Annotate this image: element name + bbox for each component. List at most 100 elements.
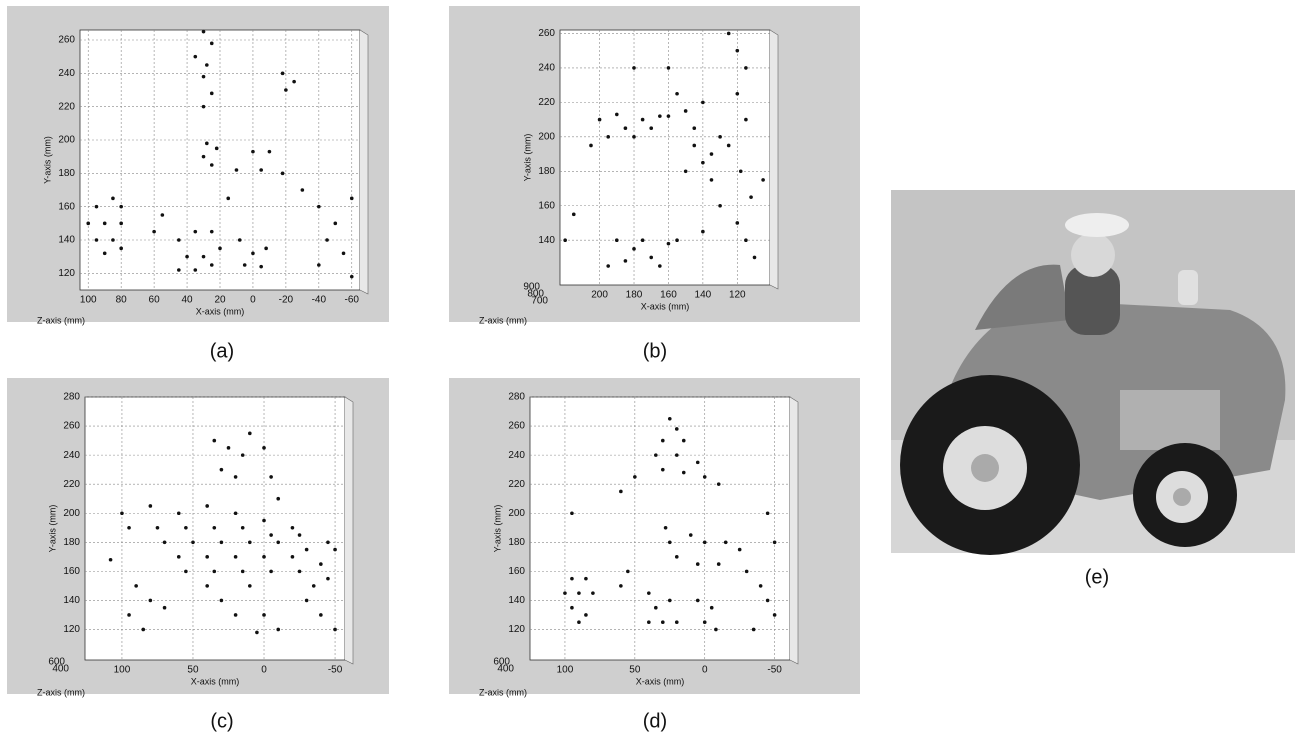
z-tick-label: 700 bbox=[531, 296, 548, 307]
point bbox=[276, 497, 280, 501]
x-tick-label: 0 bbox=[250, 295, 256, 306]
x-tick-label: 200 bbox=[591, 290, 608, 301]
point bbox=[291, 526, 295, 530]
grille bbox=[1120, 390, 1220, 450]
y-tick-label: 160 bbox=[63, 566, 80, 577]
point bbox=[95, 238, 99, 242]
y-tick-label: 160 bbox=[58, 201, 75, 212]
point bbox=[95, 205, 99, 209]
point bbox=[661, 468, 665, 472]
point bbox=[149, 599, 153, 603]
y-tick-label: 260 bbox=[508, 421, 525, 432]
point bbox=[668, 599, 672, 603]
point bbox=[658, 114, 662, 118]
point bbox=[682, 471, 686, 475]
point bbox=[205, 584, 209, 588]
point bbox=[675, 427, 679, 431]
point bbox=[291, 555, 295, 559]
point bbox=[312, 584, 316, 588]
point bbox=[212, 439, 216, 443]
point bbox=[301, 188, 305, 192]
point bbox=[589, 144, 593, 148]
point bbox=[259, 265, 263, 269]
point bbox=[749, 195, 753, 199]
panel: 100500-501201401601802002202402602806004… bbox=[7, 378, 389, 697]
point bbox=[689, 533, 693, 537]
y-tick-label: 240 bbox=[58, 68, 75, 79]
y-tick-label: 120 bbox=[508, 624, 525, 635]
x-tick-label: -40 bbox=[312, 295, 327, 306]
caption: (d) bbox=[643, 710, 667, 732]
depth-edge bbox=[770, 30, 778, 289]
point bbox=[591, 591, 595, 595]
z-axis-label: Z-axis (mm) bbox=[479, 687, 527, 697]
point bbox=[675, 555, 679, 559]
point bbox=[262, 446, 266, 450]
y-axis-label: Y-axis (mm) bbox=[47, 505, 57, 553]
point bbox=[570, 577, 574, 581]
y-tick-label: 280 bbox=[63, 392, 80, 403]
point bbox=[752, 628, 756, 632]
caption: (a) bbox=[210, 340, 234, 362]
depth-edge bbox=[345, 397, 353, 664]
point bbox=[269, 533, 273, 537]
point bbox=[184, 526, 188, 530]
point bbox=[241, 453, 245, 457]
depth-edge bbox=[790, 397, 798, 664]
point bbox=[654, 606, 658, 610]
y-tick-label: 120 bbox=[58, 268, 75, 279]
x-tick-label: 100 bbox=[114, 665, 131, 676]
point bbox=[703, 541, 707, 545]
y-tick-label: 260 bbox=[63, 421, 80, 432]
point bbox=[647, 591, 651, 595]
point bbox=[570, 606, 574, 610]
point bbox=[675, 238, 679, 242]
point bbox=[319, 562, 323, 566]
point bbox=[739, 169, 743, 173]
point bbox=[292, 80, 296, 84]
point bbox=[202, 155, 206, 159]
y-tick-label: 200 bbox=[58, 135, 75, 146]
point bbox=[658, 264, 662, 268]
point bbox=[241, 526, 245, 530]
point bbox=[710, 606, 714, 610]
point bbox=[703, 620, 707, 624]
y-tick-label: 240 bbox=[63, 450, 80, 461]
point bbox=[649, 256, 653, 260]
point bbox=[202, 105, 206, 109]
x-axis-label: X-axis (mm) bbox=[636, 676, 685, 686]
y-tick-label: 260 bbox=[58, 35, 75, 46]
point bbox=[350, 275, 354, 279]
point bbox=[350, 197, 354, 201]
point bbox=[269, 475, 273, 479]
point bbox=[205, 504, 209, 508]
x-tick-label: 140 bbox=[695, 290, 712, 301]
point bbox=[735, 221, 739, 225]
point bbox=[212, 526, 216, 530]
z-tick-label: 400 bbox=[497, 664, 514, 675]
point bbox=[210, 263, 214, 267]
point bbox=[701, 101, 705, 105]
point bbox=[163, 606, 167, 610]
figure: (e) 100806040200-20-40-60120140160180200… bbox=[0, 0, 1305, 740]
point bbox=[262, 613, 266, 617]
point bbox=[185, 255, 189, 259]
plot-area bbox=[530, 397, 790, 660]
y-tick-label: 220 bbox=[538, 97, 555, 108]
y-tick-label: 260 bbox=[538, 28, 555, 39]
y-tick-label: 200 bbox=[508, 508, 525, 519]
point bbox=[668, 541, 672, 545]
point bbox=[226, 197, 230, 201]
point bbox=[218, 247, 222, 251]
point bbox=[654, 453, 658, 457]
point bbox=[326, 541, 330, 545]
point bbox=[718, 204, 722, 208]
point bbox=[251, 252, 255, 256]
point bbox=[317, 263, 321, 267]
y-tick-label: 180 bbox=[63, 537, 80, 548]
point bbox=[177, 511, 181, 515]
point bbox=[710, 152, 714, 156]
point bbox=[759, 584, 763, 588]
point bbox=[570, 511, 574, 515]
point bbox=[626, 570, 630, 574]
